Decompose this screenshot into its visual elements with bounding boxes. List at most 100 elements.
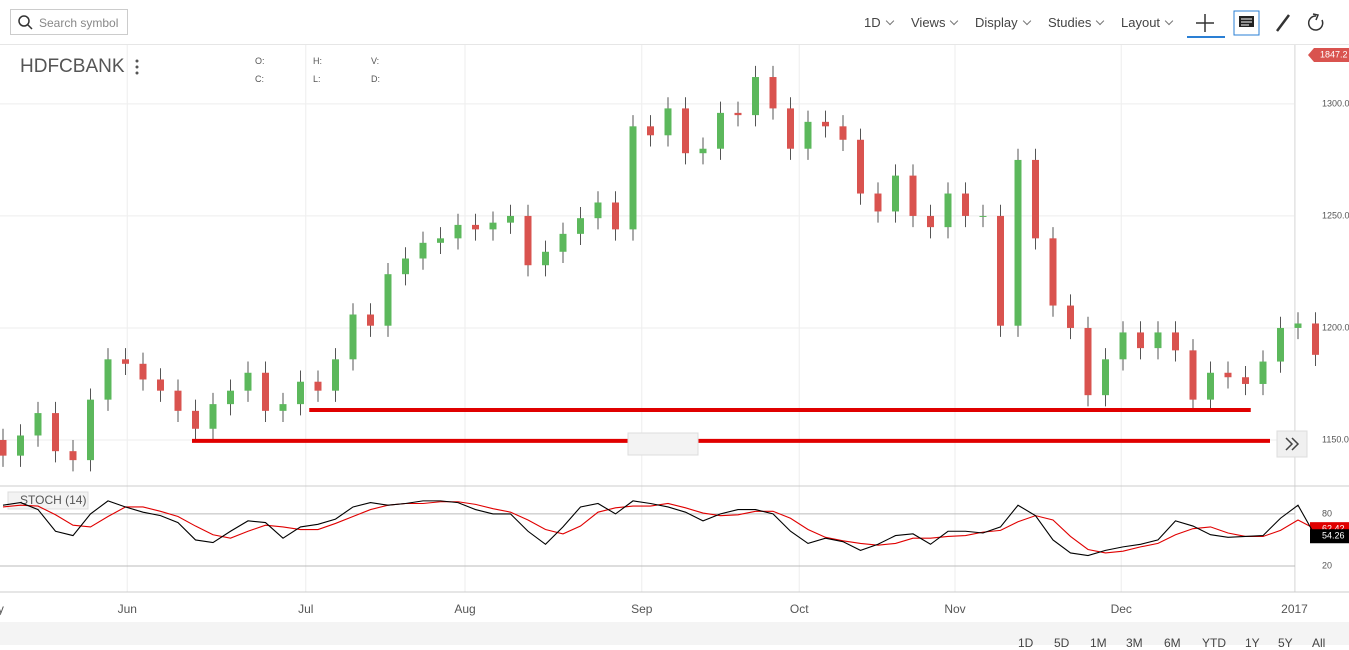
chart: HDFCBANK O: H: V: C: L: D: May Jun Jul Aug S… [0,45,1349,616]
x-tick-label: Nov [944,602,965,616]
last-value-tag [1310,529,1349,544]
x-tick-label: Jun [118,602,137,616]
candle-body [244,372,252,391]
candle-body [1172,332,1179,351]
candle-body [314,381,322,391]
candle-body [927,215,934,228]
candle-body [34,413,42,436]
y-tick-label: 1200.0 [1322,322,1349,332]
range-button[interactable]: All [1312,636,1326,650]
candle-body [1189,350,1197,400]
menu[interactable]: Views [911,15,957,30]
candle-body [979,215,987,217]
candle-body [472,224,479,230]
y-tick-label: 1150.0 [1322,434,1349,444]
candle-body [1014,159,1022,326]
x-tick-label: Jul [298,602,313,616]
draw-tool[interactable] [1276,14,1290,32]
legend-field: V: [371,56,379,66]
interval-menu[interactable]: 1D [864,15,893,30]
x-tick-label: Dec [1111,602,1132,616]
candle-body [17,435,24,456]
candle-body [664,108,672,136]
candle-body [1119,332,1127,360]
reset-tool[interactable] [1307,13,1324,31]
range-button[interactable]: 3M [1126,636,1143,650]
candle-body [962,193,969,216]
range-button[interactable]: 5D [1054,636,1070,650]
candle-body [104,359,112,400]
candle-body [332,359,339,391]
legend-field: C: [255,74,264,84]
range-button[interactable]: 1D [1018,636,1034,650]
x-tick-label: May [0,602,4,616]
candle-body [384,274,392,326]
candle-body [752,77,759,116]
candle-body [419,242,427,259]
candle-body [349,314,357,360]
candle-body [139,363,147,380]
x-tick-label: Oct [790,602,809,616]
candle-body [52,413,59,452]
candle-body [647,126,654,136]
menu[interactable]: Display [975,15,1030,30]
candle-body [192,410,199,429]
tool-icons [1187,10,1324,38]
candle-body [1137,332,1144,349]
zoom-control[interactable] [627,432,699,456]
candle-body [1154,332,1162,349]
candle-body [489,222,497,230]
search-icon [18,15,33,30]
legend-field: O: [255,56,265,66]
candle-body [437,238,444,243]
y-tick-label: 20 [1322,560,1332,570]
candle-body [157,379,164,391]
x-tick-label: 2017 [1281,602,1308,616]
candle-body [629,126,637,230]
candle-body [297,381,304,405]
indicator-label-box [7,491,89,510]
candle-body [769,77,777,109]
candle-body [944,193,952,228]
search-box[interactable]: Search symbol [10,9,128,35]
candle-body [279,404,287,411]
range-button[interactable]: 1Y [1245,636,1260,650]
range-button[interactable]: YTD [1202,636,1226,650]
candle-body [804,121,812,149]
candle-body [367,314,374,326]
menu[interactable]: Studies [1048,15,1103,30]
candle-body [174,390,182,411]
candle-body [1102,359,1109,396]
candle-body [1277,327,1284,362]
candle-body [717,112,724,149]
candle-body [1067,305,1074,328]
candle-body [892,175,899,212]
comment-tool[interactable] [1233,10,1260,36]
legend-field: D: [371,74,380,84]
candle-body [1312,323,1319,355]
search-placeholder: Search symbol [39,16,119,30]
candle-body [1242,377,1249,384]
candle-body [909,175,917,216]
stoch-line [2,500,1316,557]
scroll-icon [1285,437,1300,451]
candle-body [594,202,602,219]
y-tick-label: 1250.0 [1322,210,1349,220]
range-button[interactable]: 6M [1164,636,1181,650]
candle-body [454,224,462,239]
menu[interactable]: Layout [1121,15,1172,30]
stoch-line [2,501,1316,554]
legend-field: H: [313,56,322,66]
candle-body [524,215,532,266]
menu-dots[interactable] [135,59,139,75]
range-button[interactable]: 5Y [1278,636,1293,650]
candle-body [822,121,829,127]
candle-body [1084,327,1092,396]
range-button[interactable]: 1M [1090,636,1107,650]
candle-body [402,258,409,275]
crosshair-tool[interactable] [1187,14,1225,38]
candle-body [122,359,129,364]
legend-field: L: [313,74,321,84]
candle-body [542,251,549,266]
